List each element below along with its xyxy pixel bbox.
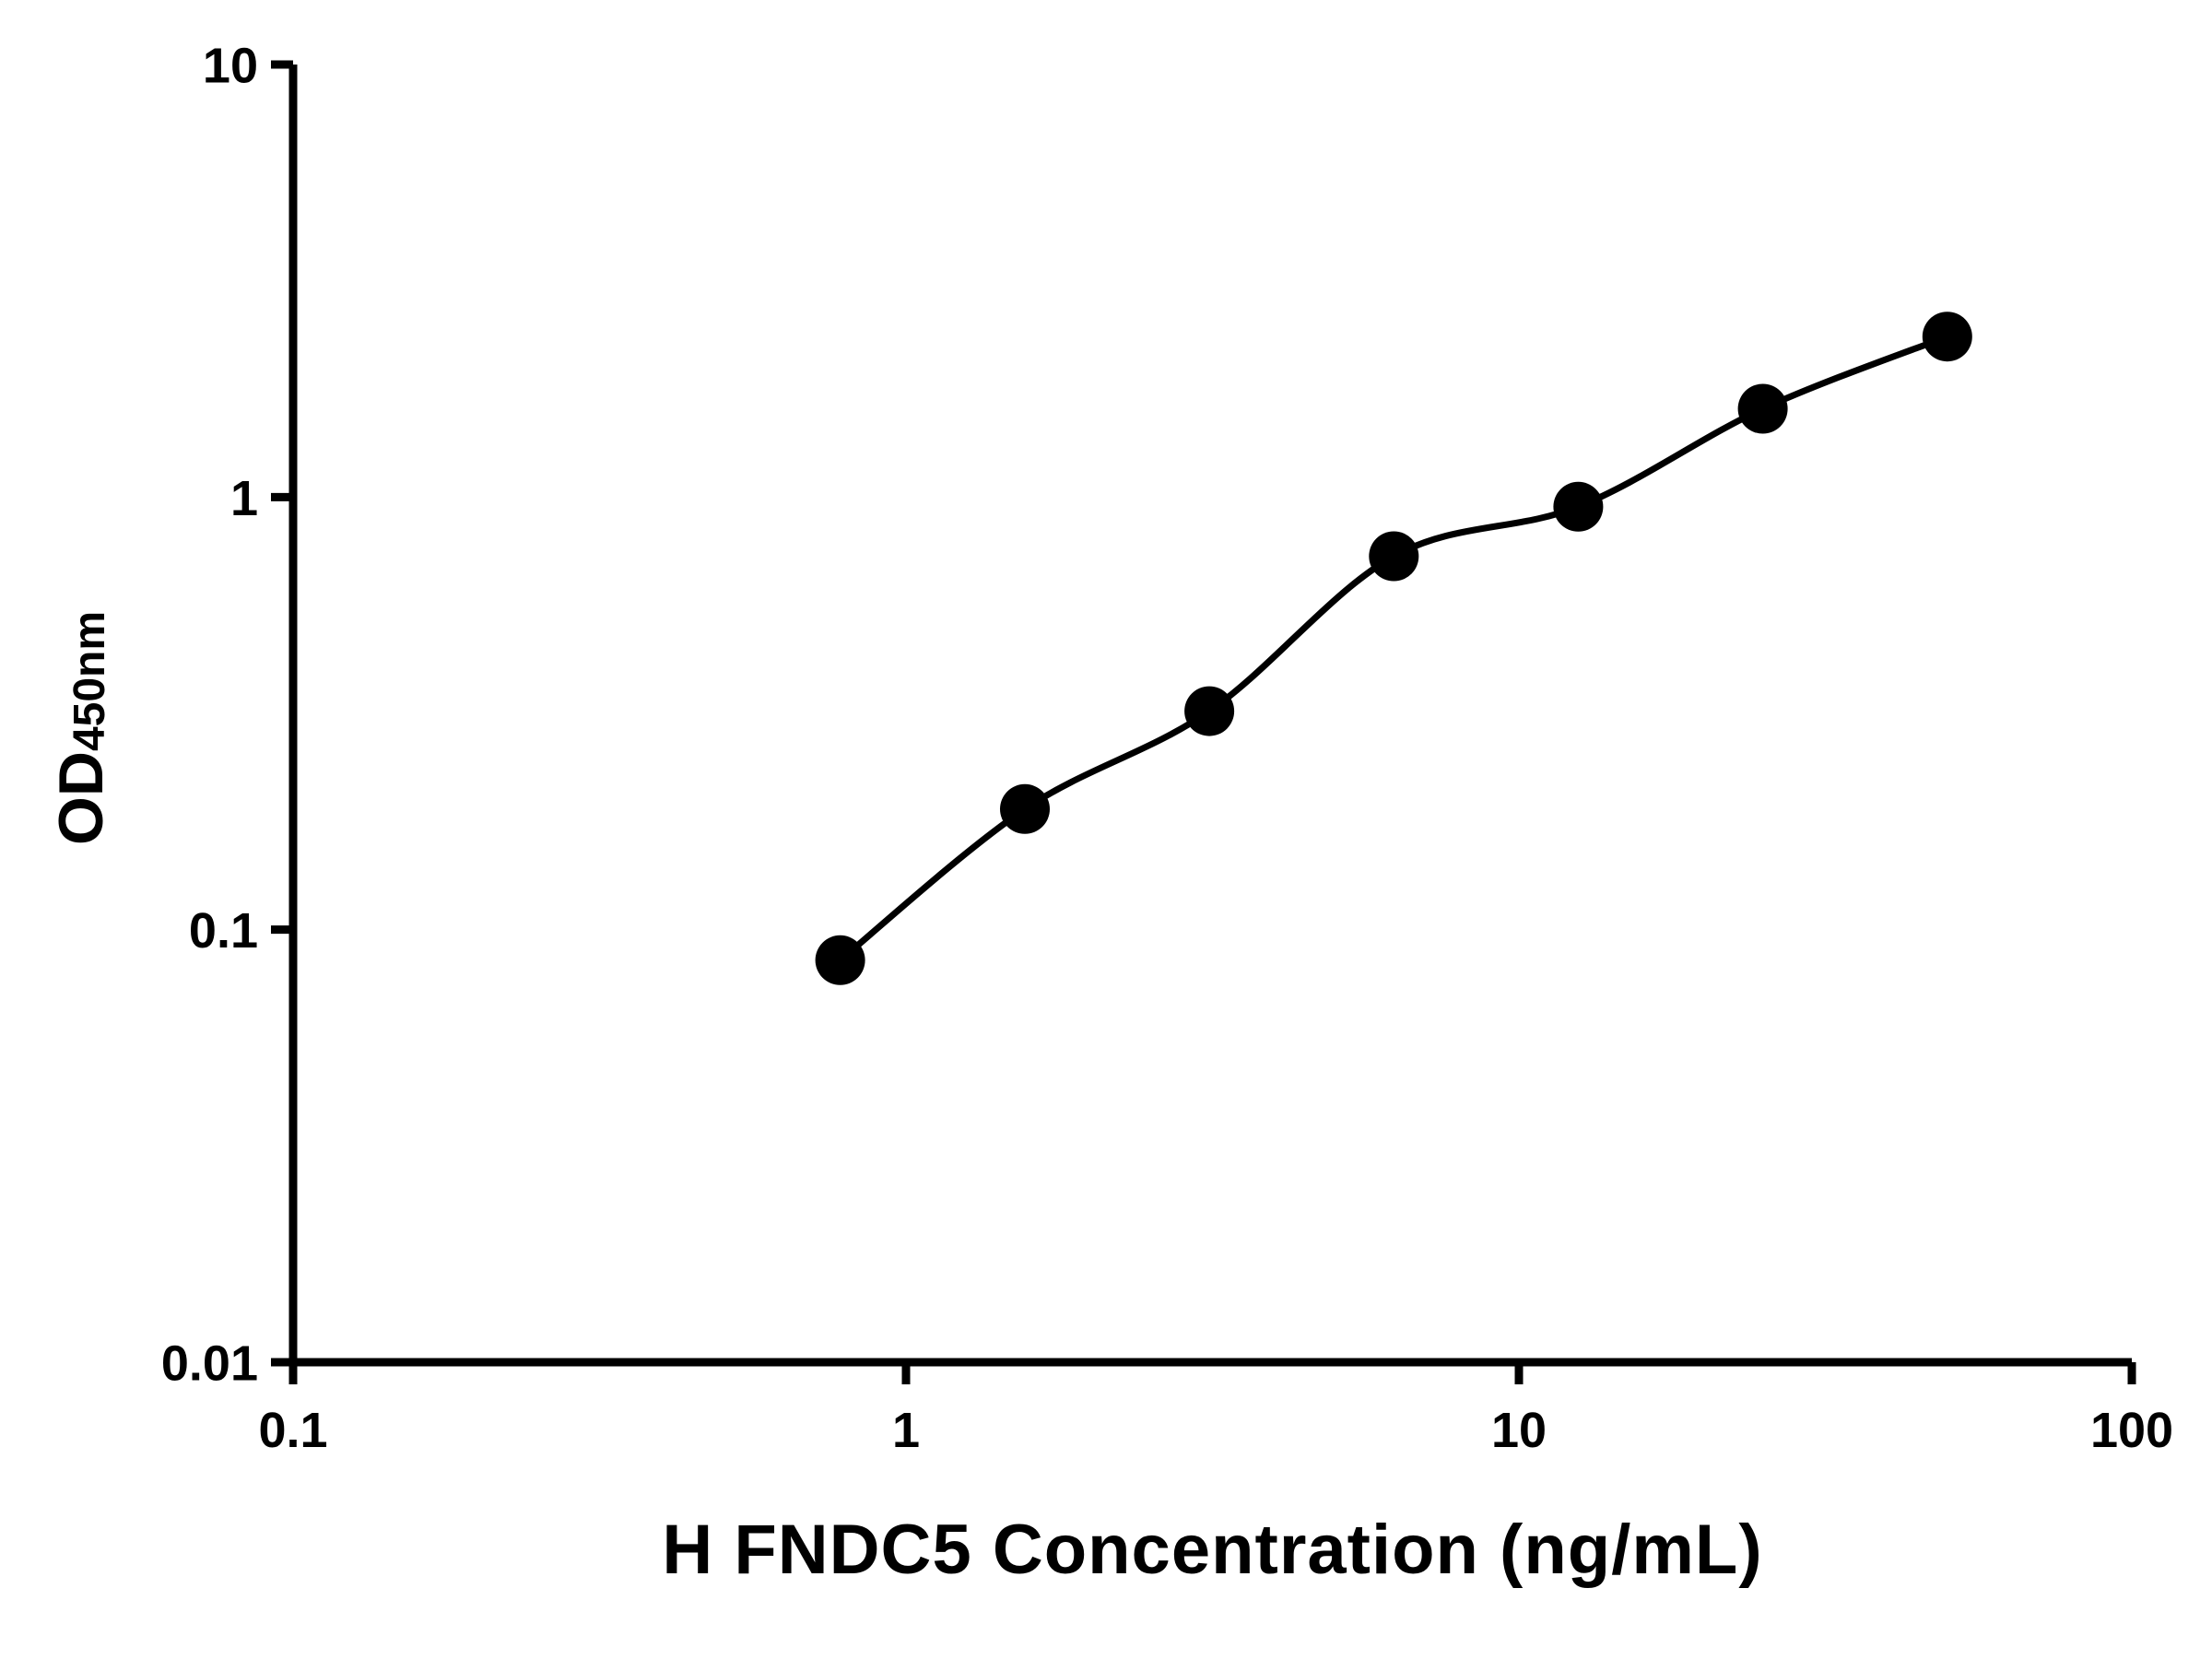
x-tick-label: 1	[892, 1403, 920, 1458]
data-point	[1369, 531, 1419, 582]
data-point	[815, 935, 865, 985]
x-tick-label: 100	[2090, 1403, 2173, 1458]
y-tick-label: 0.1	[189, 903, 258, 959]
data-point	[1922, 312, 1972, 362]
y-tick-label: 1	[230, 471, 258, 526]
fit-curve	[837, 333, 1951, 964]
x-tick-label: 10	[1491, 1403, 1547, 1458]
x-axis-title: H FNDC5 Concentration (ng/mL)	[662, 1511, 1763, 1589]
y-axis-title-subscript: 450nm	[65, 610, 114, 752]
y-axis-title: OD450nm	[45, 611, 117, 845]
data-point	[1553, 481, 1604, 532]
y-tick-label: 10	[203, 38, 258, 93]
data-point	[1737, 383, 1788, 434]
data-point	[1184, 686, 1235, 736]
x-tick-label: 0.1	[258, 1403, 327, 1458]
data-point	[1000, 783, 1050, 834]
y-axis-title-main: OD	[46, 751, 116, 846]
y-tick-label: 0.01	[161, 1335, 258, 1391]
